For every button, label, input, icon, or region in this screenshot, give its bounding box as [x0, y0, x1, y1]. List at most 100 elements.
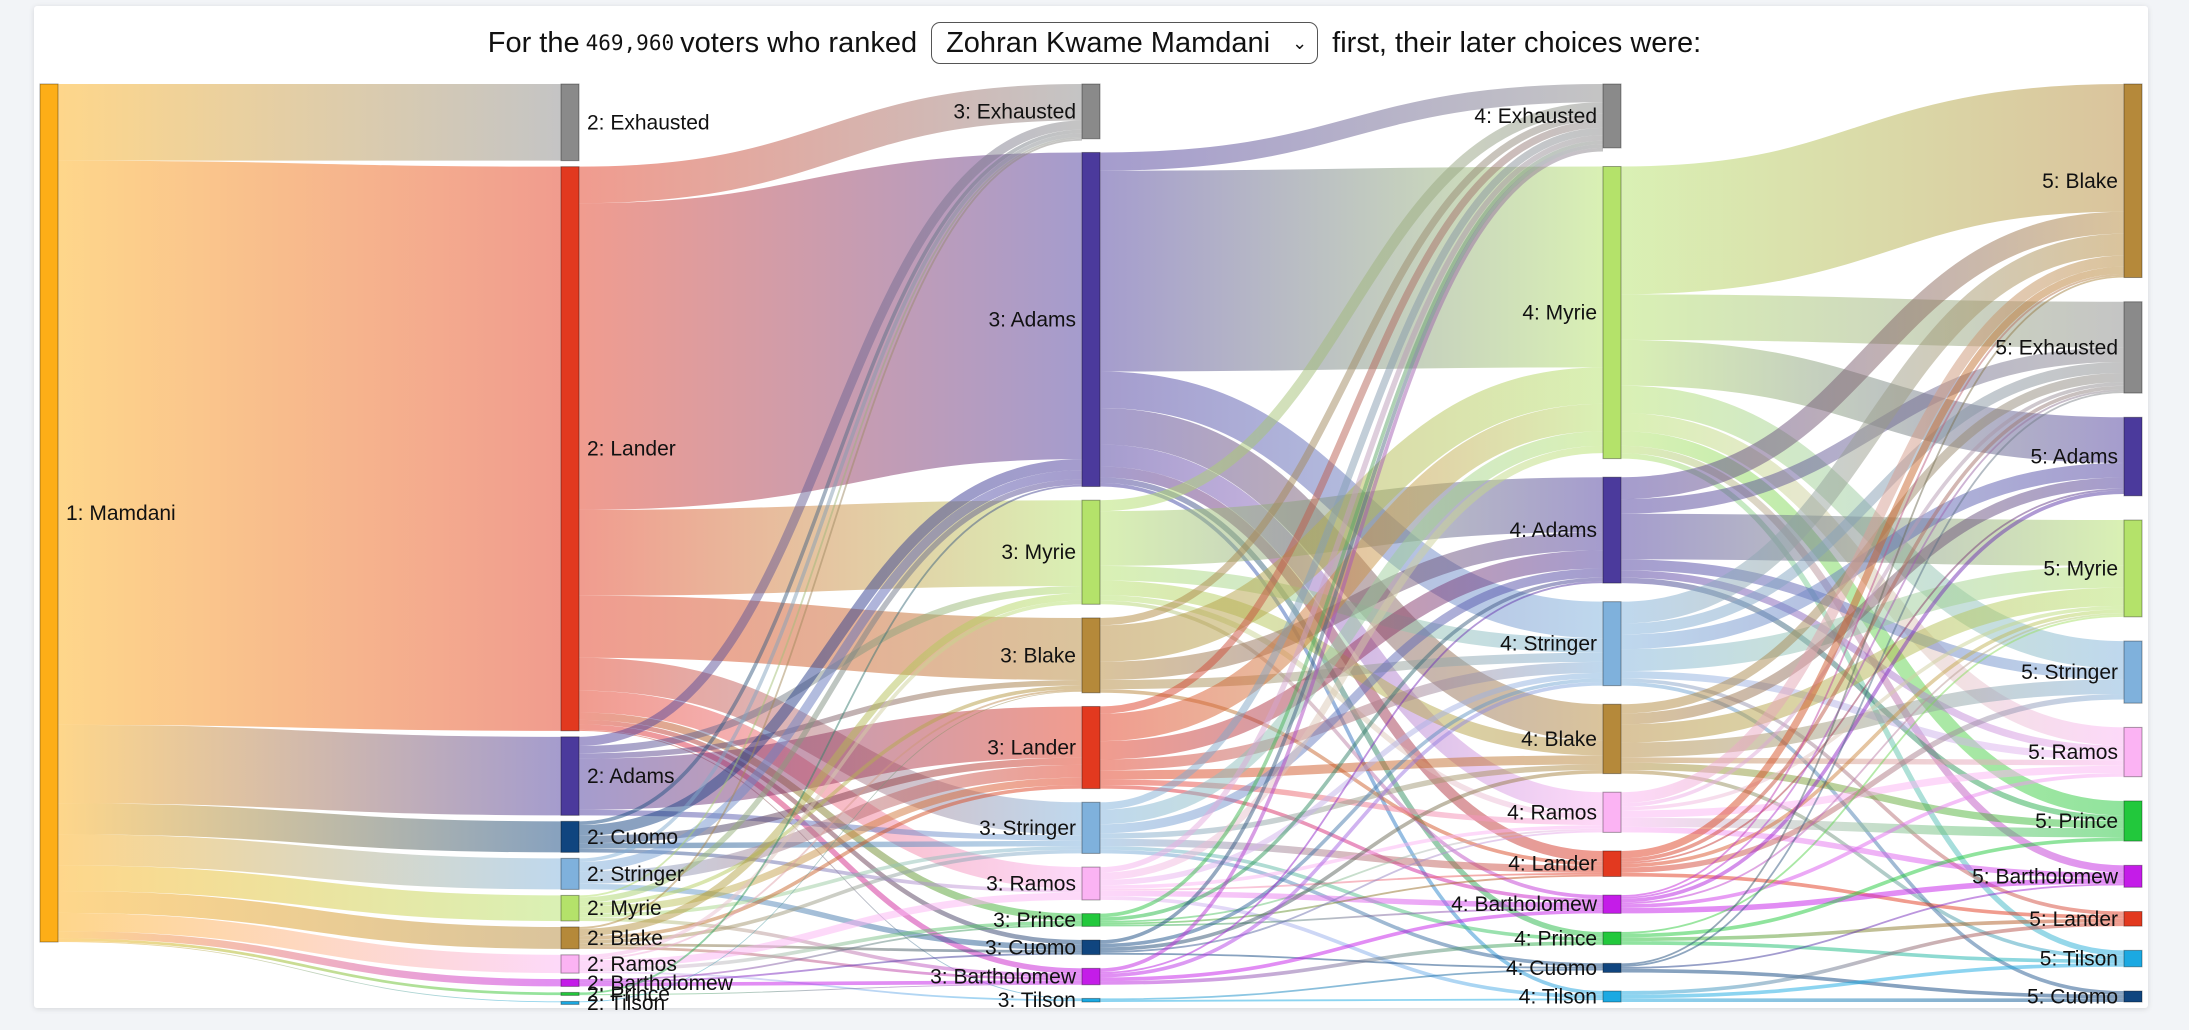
sankey-node[interactable] [2123, 990, 2143, 1003]
sankey-flow[interactable] [1620, 84, 2125, 295]
sankey-flow[interactable] [1099, 445, 1604, 880]
candidate-select[interactable]: Zohran Kwame Mamdani ⌄ [931, 22, 1319, 64]
sankey-node[interactable] [1081, 151, 1101, 488]
sankey-flow[interactable] [1620, 757, 2125, 766]
sankey-node[interactable] [2123, 726, 2143, 778]
sankey-flow[interactable] [57, 931, 562, 987]
sankey-flow[interactable] [1620, 968, 2125, 999]
sankey-node[interactable] [560, 736, 580, 816]
sankey-node[interactable] [560, 991, 580, 996]
sankey-flow[interactable] [57, 724, 562, 816]
sankey-flow[interactable] [578, 500, 1083, 596]
sankey-flow[interactable] [578, 971, 1083, 1002]
sankey-node[interactable] [2123, 949, 2143, 968]
sankey-flow[interactable] [578, 138, 1083, 929]
sankey-flow[interactable] [578, 719, 1083, 945]
sankey-flow[interactable] [578, 120, 1083, 746]
sankey-flow[interactable] [1620, 605, 2125, 811]
sankey-node[interactable] [1602, 476, 1622, 584]
sankey-flow[interactable] [1099, 998, 1604, 1003]
sankey-node[interactable] [1081, 939, 1101, 956]
sankey-flow[interactable] [1620, 233, 2125, 624]
sankey-node[interactable] [1602, 990, 1622, 1003]
sankey-flow[interactable] [578, 952, 1083, 983]
sankey-node[interactable] [1081, 499, 1101, 605]
sankey-node[interactable] [560, 820, 580, 853]
sankey-node[interactable] [560, 83, 580, 162]
sankey-flow[interactable] [1620, 362, 2125, 635]
sankey-flow[interactable] [1099, 941, 1604, 985]
sankey-flow[interactable] [1620, 694, 2125, 873]
sankey-flow[interactable] [1099, 769, 1604, 952]
sankey-node[interactable] [560, 1000, 580, 1005]
sankey-flow[interactable] [578, 600, 1083, 959]
sankey-node[interactable] [1081, 705, 1101, 790]
sankey-flow[interactable] [1620, 488, 2125, 864]
sankey-flow[interactable] [1620, 273, 2125, 897]
sankey-node[interactable] [2123, 864, 2143, 888]
sankey-flow[interactable] [578, 136, 1083, 898]
sankey-flow[interactable] [57, 160, 562, 731]
sankey-node[interactable] [1602, 83, 1622, 149]
sankey-flow[interactable] [1620, 477, 2125, 725]
sankey-flow[interactable] [578, 777, 1083, 914]
sankey-flow[interactable] [1620, 391, 2125, 967]
sankey-flow[interactable] [1620, 941, 2125, 964]
sankey-flow[interactable] [1099, 403, 1604, 742]
sankey-flow[interactable] [57, 912, 562, 974]
sankey-flow[interactable] [578, 980, 1083, 987]
sankey-flow[interactable] [1620, 339, 2125, 463]
sankey-node[interactable] [1602, 791, 1622, 833]
sankey-node[interactable] [2123, 83, 2143, 279]
sankey-flow[interactable] [578, 459, 1083, 836]
sankey-node[interactable] [1081, 801, 1101, 854]
sankey-flow[interactable] [1620, 389, 2125, 899]
sankey-node[interactable] [560, 894, 580, 922]
sankey-node[interactable] [1081, 617, 1101, 694]
sankey-flow[interactable] [578, 595, 1083, 681]
sankey-flow[interactable] [1099, 166, 1604, 372]
sankey-node[interactable] [1602, 165, 1622, 460]
sankey-flow[interactable] [1620, 587, 2125, 743]
sankey-flow[interactable] [1099, 828, 1604, 923]
sankey-flow[interactable] [1099, 681, 1604, 978]
sankey-flow[interactable] [578, 883, 1083, 951]
sankey-flow[interactable] [57, 834, 562, 890]
sankey-flow[interactable] [1620, 773, 2125, 908]
sankey-flow[interactable] [1620, 490, 2125, 903]
sankey-flow[interactable] [1099, 577, 1604, 921]
sankey-flow[interactable] [1620, 613, 2125, 905]
sankey-flow[interactable] [1099, 849, 1604, 967]
sankey-flow[interactable] [1620, 266, 2125, 859]
sankey-node[interactable] [1602, 703, 1622, 775]
sankey-node[interactable] [1602, 601, 1622, 687]
sankey-flow[interactable] [1620, 255, 2125, 804]
sankey-node[interactable] [1602, 850, 1622, 878]
sankey-flow[interactable] [1099, 909, 1604, 982]
sankey-flow[interactable] [1620, 679, 2125, 758]
sankey-flow[interactable] [578, 689, 1083, 961]
sankey-node[interactable] [560, 978, 580, 987]
sankey-flow[interactable] [1099, 113, 1604, 626]
sankey-node[interactable] [1602, 894, 1622, 914]
sankey-flow[interactable] [578, 84, 1083, 204]
sankey-flow[interactable] [578, 784, 1083, 940]
sankey-node[interactable] [560, 166, 580, 732]
sankey-node[interactable] [1081, 913, 1101, 927]
sankey-flow[interactable] [57, 803, 562, 853]
sankey-node[interactable] [1081, 83, 1101, 140]
sankey-flow[interactable] [578, 680, 1083, 759]
sankey-flow[interactable] [578, 593, 1083, 937]
sankey-flow[interactable] [1099, 531, 1604, 681]
sankey-flow[interactable] [1099, 952, 1604, 969]
sankey-flow[interactable] [578, 152, 1083, 510]
sankey-flow[interactable] [578, 757, 1083, 844]
sankey-flow[interactable] [1620, 412, 2125, 746]
sankey-flow[interactable] [1620, 765, 2125, 818]
sankey-flow[interactable] [1099, 907, 1604, 927]
sankey-flow[interactable] [1099, 896, 1604, 999]
sankey-flow[interactable] [1620, 837, 2125, 938]
sankey-flow[interactable] [1099, 678, 1604, 948]
sankey-flow[interactable] [1620, 963, 2125, 999]
sankey-flow[interactable] [578, 892, 1083, 968]
